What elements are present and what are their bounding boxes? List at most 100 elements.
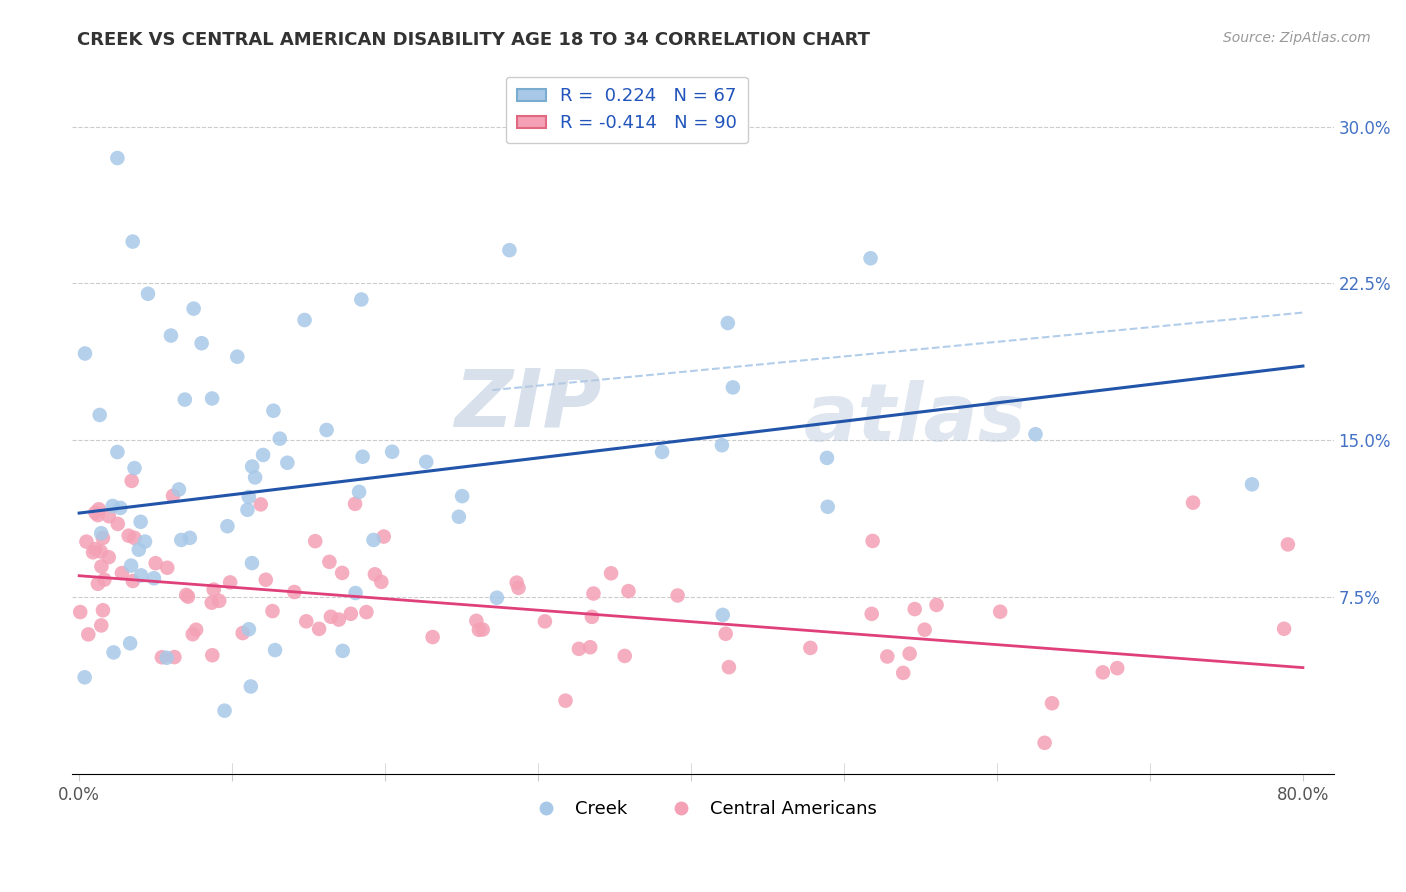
Point: [364, 567, 387, 582]
Point: [332, 644, 354, 658]
Point: [876, 649, 898, 664]
Point: [84, 506, 107, 520]
Point: [208, 594, 231, 608]
Point: [87, 508, 110, 522]
Point: [862, 533, 884, 548]
Point: [243, 470, 266, 484]
Point: [381, 444, 404, 458]
Point: [110, 500, 132, 515]
Point: [904, 602, 927, 616]
Point: [84, 542, 107, 557]
Point: [283, 585, 305, 599]
Point: [232, 626, 254, 640]
Point: [183, 301, 205, 316]
Point: [451, 489, 474, 503]
Point: [217, 519, 239, 533]
Point: [363, 533, 385, 547]
Point: [914, 623, 936, 637]
Point: [799, 640, 821, 655]
Point: [817, 500, 839, 514]
Point: [118, 529, 141, 543]
Point: [173, 392, 195, 407]
Point: [124, 531, 146, 545]
Point: [415, 455, 437, 469]
Point: [236, 502, 259, 516]
Point: [90, 544, 112, 558]
Point: [617, 584, 640, 599]
Point: [91, 603, 114, 617]
Point: [201, 392, 224, 406]
Point: [485, 591, 508, 605]
Point: [143, 571, 166, 585]
Point: [97, 550, 120, 565]
Point: [240, 459, 263, 474]
Point: [163, 650, 186, 665]
Point: [107, 516, 129, 531]
Point: [90, 559, 112, 574]
Point: [87, 502, 110, 516]
Point: [121, 474, 143, 488]
Point: [600, 566, 623, 581]
Point: [1277, 537, 1299, 551]
Point: [468, 623, 491, 637]
Point: [264, 643, 287, 657]
Point: [447, 509, 470, 524]
Point: [162, 489, 184, 503]
Point: [815, 450, 838, 465]
Point: [318, 555, 340, 569]
Point: [582, 586, 605, 600]
Point: [77, 627, 100, 641]
Point: [898, 647, 921, 661]
Point: [276, 456, 298, 470]
Point: [350, 293, 373, 307]
Point: [75, 534, 97, 549]
Point: [1024, 427, 1046, 442]
Text: CREEK VS CENTRAL AMERICAN DISABILITY AGE 18 TO 34 CORRELATION CHART: CREEK VS CENTRAL AMERICAN DISABILITY AGE…: [77, 31, 870, 49]
Point: [167, 483, 190, 497]
Point: [370, 574, 392, 589]
Point: [508, 581, 530, 595]
Point: [1040, 696, 1063, 710]
Point: [714, 627, 737, 641]
Point: [579, 640, 602, 655]
Point: [90, 618, 112, 632]
Point: [120, 558, 142, 573]
Point: [613, 648, 636, 663]
Text: ZIP: ZIP: [454, 366, 602, 444]
Point: [214, 704, 236, 718]
Point: [170, 533, 193, 547]
Point: [156, 650, 179, 665]
Point: [340, 607, 363, 621]
Point: [498, 243, 520, 257]
Point: [238, 490, 260, 504]
Point: [1033, 736, 1056, 750]
Point: [330, 566, 353, 580]
Point: [254, 573, 277, 587]
Point: [239, 680, 262, 694]
Legend: Creek, Central Americans: Creek, Central Americans: [520, 793, 884, 825]
Point: [238, 622, 260, 636]
Point: [1182, 495, 1205, 509]
Point: [710, 438, 733, 452]
Point: [91, 531, 114, 545]
Point: [240, 556, 263, 570]
Point: [97, 509, 120, 524]
Point: [262, 403, 284, 417]
Point: [150, 650, 173, 665]
Point: [344, 497, 367, 511]
Point: [328, 613, 350, 627]
Point: [134, 534, 156, 549]
Point: [101, 499, 124, 513]
Point: [315, 423, 337, 437]
Point: [505, 575, 527, 590]
Point: [184, 623, 207, 637]
Point: [156, 561, 179, 575]
Point: [128, 542, 150, 557]
Point: [105, 445, 128, 459]
Point: [1091, 665, 1114, 680]
Point: [925, 598, 948, 612]
Point: [347, 484, 370, 499]
Point: [294, 313, 316, 327]
Point: [717, 316, 740, 330]
Point: [93, 573, 115, 587]
